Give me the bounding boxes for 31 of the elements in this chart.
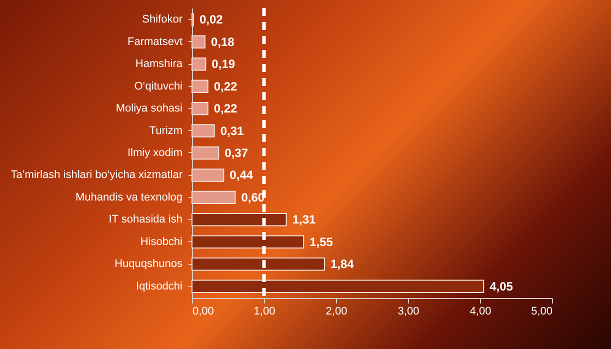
- data-label: 0,02: [199, 12, 224, 27]
- x-tick-label: 0,00: [192, 306, 214, 318]
- y-tick-label: Ilmiy xodim: [127, 147, 182, 159]
- data-label: 0,37: [224, 146, 248, 160]
- data-label: 0,44: [230, 168, 254, 182]
- x-tick-label: 5,00: [531, 306, 552, 318]
- y-tick-label: O‘qituvchi: [134, 80, 182, 92]
- y-tick-label: Shifokor: [142, 14, 183, 26]
- y-tick-label: Hisobchi: [140, 236, 182, 248]
- x-tick-label: 4,00: [470, 306, 492, 318]
- data-label: 0,22: [214, 79, 238, 94]
- x-tick-label: 1,00: [254, 306, 276, 318]
- data-label: 1,31: [292, 212, 316, 227]
- data-label: 1,84: [330, 257, 354, 272]
- data-label: 0,22: [214, 102, 238, 116]
- y-tick-label: Huquqshunos: [114, 258, 183, 270]
- data-label: 0,19: [212, 57, 236, 72]
- y-tick-label: Muhandis va texnolog: [75, 191, 182, 204]
- data-label: 4,05: [490, 279, 514, 294]
- y-tick-label: Ta’mirlash ishlari bo‘yicha xizmatlar: [10, 169, 183, 182]
- y-tick-label: Iqtisodchi: [136, 280, 182, 292]
- y-tick-label: IT sohasida ish: [108, 214, 182, 226]
- x-tick-label: 3,00: [398, 306, 420, 318]
- y-tick-label: Farmatsevt: [127, 36, 182, 48]
- y-tick-label: Turizm: [149, 124, 182, 137]
- data-label: 1,55: [310, 234, 334, 249]
- y-tick-label: Hamshira: [135, 58, 184, 70]
- data-label: 0,31: [220, 124, 244, 138]
- x-tick-label: 2,00: [326, 306, 348, 318]
- y-tick-label: Moliya sohasi: [116, 102, 182, 115]
- data-label: 0,18: [210, 34, 235, 49]
